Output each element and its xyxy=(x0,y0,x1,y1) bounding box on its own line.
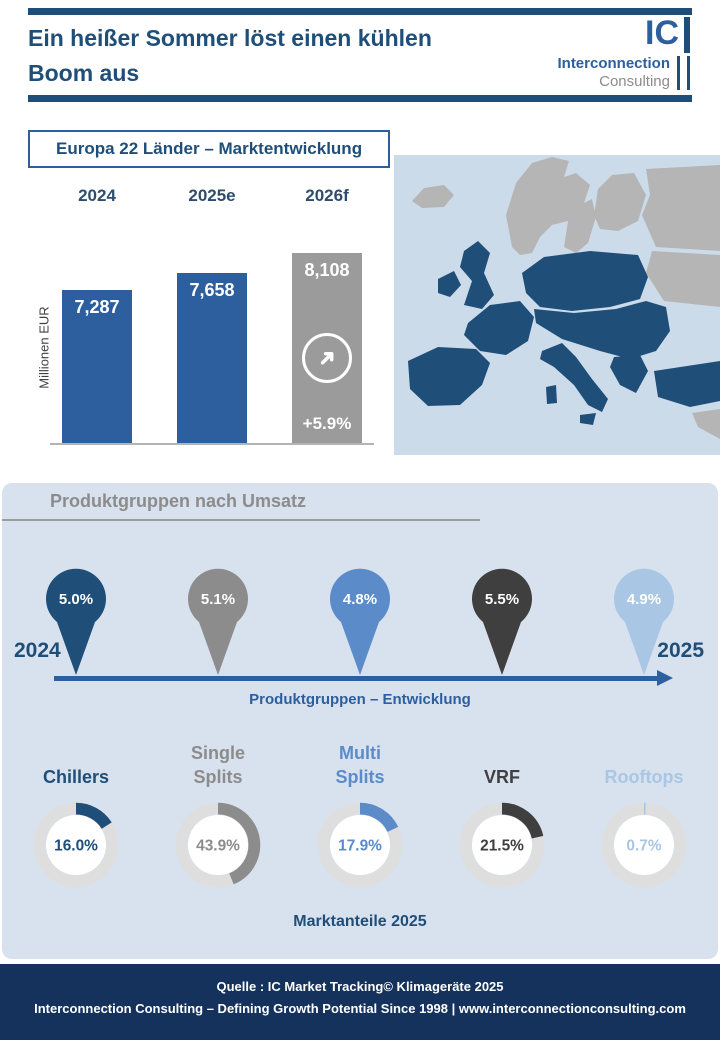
donut-multi-splits: Multi Splits 17.9% xyxy=(296,729,424,895)
donut-rooftops: Rooftops 0.7% xyxy=(580,729,708,895)
pin-shape-icon xyxy=(330,568,390,675)
growth-arrow-icon: ➜ xyxy=(302,332,352,383)
donut-label: Rooftops xyxy=(604,766,684,787)
timeline-arrow xyxy=(54,670,673,686)
donut-value: 21.5% xyxy=(480,837,524,854)
map-iberia xyxy=(408,347,490,406)
pin-value: 4.9% xyxy=(627,591,661,608)
logo-name-consulting: Consulting xyxy=(599,73,670,90)
map-iceland xyxy=(412,185,454,208)
map-balkans xyxy=(534,301,670,359)
donut-chart-icon: 43.9% xyxy=(175,802,261,888)
donut-chart-icon: 17.9% xyxy=(317,802,403,888)
top-divider xyxy=(28,8,692,15)
donut-value: 0.7% xyxy=(626,837,661,854)
source-line: Quelle : IC Market Tracking© Klimageräte… xyxy=(216,979,504,994)
donut-vrf: VRF 21.5% xyxy=(438,729,566,895)
donut-chart-icon: 0.7% xyxy=(601,802,687,888)
logo-mark: IC xyxy=(645,16,690,53)
donut-single-splits: Single Splits 43.9% xyxy=(154,729,282,895)
logo-name-interconnection: Interconnection xyxy=(557,55,670,72)
map-finland xyxy=(594,173,646,231)
category-label-2024: 2024 xyxy=(78,186,116,205)
growth-pin-chillers: 5.0% xyxy=(46,568,106,675)
pin-shape-icon xyxy=(614,568,674,675)
donut-label: Chillers xyxy=(42,766,110,787)
donut-charts-row: Chillers 16.0% Single Splits 43.9% xyxy=(2,729,718,895)
page-title-line-1: Ein heißer Sommer löst einen kühlen xyxy=(28,25,432,51)
bar-value-2025e: 7,658 xyxy=(189,280,235,300)
europe-map-svg xyxy=(394,155,720,455)
map-east-europe xyxy=(646,251,720,307)
growth-pin-single-splits: 5.1% xyxy=(188,568,248,675)
product-section-heading: Produktgruppen nach Umsatz xyxy=(50,491,307,511)
bar-2026f: 8,108 ➜ +5.9% xyxy=(292,253,362,443)
logo-double-bar-icon xyxy=(677,56,690,90)
pin-value: 5.1% xyxy=(201,591,235,608)
pin-value: 5.0% xyxy=(59,591,93,608)
map-sicily xyxy=(580,413,596,425)
map-turkey xyxy=(654,361,720,407)
donut-label: Multi Splits xyxy=(335,743,385,787)
logo-bar-icon xyxy=(684,17,690,53)
map-italy xyxy=(540,343,608,412)
timeline-year-start: 2024 xyxy=(14,639,61,662)
page-title-line-2: Boom aus xyxy=(28,59,140,86)
category-label-2026f: 2026f xyxy=(305,186,349,205)
logo-ic-text: IC xyxy=(645,14,679,52)
header-divider xyxy=(28,95,692,102)
map-scandinavia xyxy=(506,157,596,255)
footer: Quelle : IC Market Tracking© Klimageräte… xyxy=(0,964,720,1040)
bar-value-2026f: 8,108 xyxy=(304,260,350,280)
product-groups-panel: Produktgruppen nach Umsatz 5.0% 5.1% 4.8… xyxy=(2,483,718,959)
bar-2025e: 7,658 xyxy=(177,273,247,443)
growth-pin-vrf: 5.5% xyxy=(472,568,532,675)
map-greece xyxy=(610,355,648,393)
pin-shape-icon xyxy=(188,568,248,675)
donut-value: 43.9% xyxy=(196,837,240,854)
growth-pins-row: 5.0% 5.1% 4.8% 5.5% 4.9% xyxy=(2,567,718,679)
europe-map xyxy=(394,155,720,455)
donut-chart-icon: 16.0% xyxy=(33,802,119,888)
map-levant xyxy=(692,409,720,439)
pin-value: 4.8% xyxy=(343,591,377,608)
donut-label: Single Splits xyxy=(190,743,245,787)
donut-value: 17.9% xyxy=(338,837,382,854)
pin-shape-icon xyxy=(472,568,532,675)
category-label-2025e: 2025e xyxy=(188,186,236,205)
timeline-label: Produktgruppen – Entwicklung xyxy=(249,691,471,708)
bar-2024: 7,287 xyxy=(62,290,132,443)
growth-rate-label: +5.9% xyxy=(302,414,352,433)
donut-chart-icon: 21.5% xyxy=(459,802,545,888)
market-bar-chart: Millionen EUR 2024 2025e 2026f 7,287 7,6… xyxy=(28,172,396,464)
bars-baseline: 7,287 7,658 8,108 ➜ +5.9% xyxy=(50,231,374,445)
growth-pin-rooftops: 4.9% xyxy=(614,568,674,675)
market-shares-caption: Marktanteile 2025 xyxy=(293,913,427,930)
category-row: 2024 2025e 2026f xyxy=(62,186,362,206)
company-logo: IC Interconnection Consulting xyxy=(557,16,690,91)
company-tagline: Interconnection Consulting – Defining Gr… xyxy=(34,1001,686,1016)
map-france xyxy=(464,301,534,355)
map-ireland xyxy=(438,271,461,297)
market-section-title: Europa 22 Länder – Marktentwicklung xyxy=(28,130,391,168)
bar-value-2024: 7,287 xyxy=(74,297,120,317)
growth-pin-multi-splits: 4.8% xyxy=(330,568,390,675)
donut-label: VRF xyxy=(484,766,520,787)
pin-value: 5.5% xyxy=(485,591,519,608)
map-central-europe xyxy=(522,251,648,311)
map-sardinia xyxy=(546,385,557,404)
arrow-glyph: ➜ xyxy=(311,342,343,373)
map-uk xyxy=(460,241,494,309)
map-russia-baltics xyxy=(642,165,720,251)
donut-value: 16.0% xyxy=(54,837,98,854)
page-title: Ein heißer Sommer löst einen kühlen Boom… xyxy=(28,21,432,90)
pin-shape-icon xyxy=(46,568,106,675)
heading-underline xyxy=(2,519,480,521)
timeline-year-end: 2025 xyxy=(657,639,704,662)
donut-chillers: Chillers 16.0% xyxy=(12,729,140,895)
